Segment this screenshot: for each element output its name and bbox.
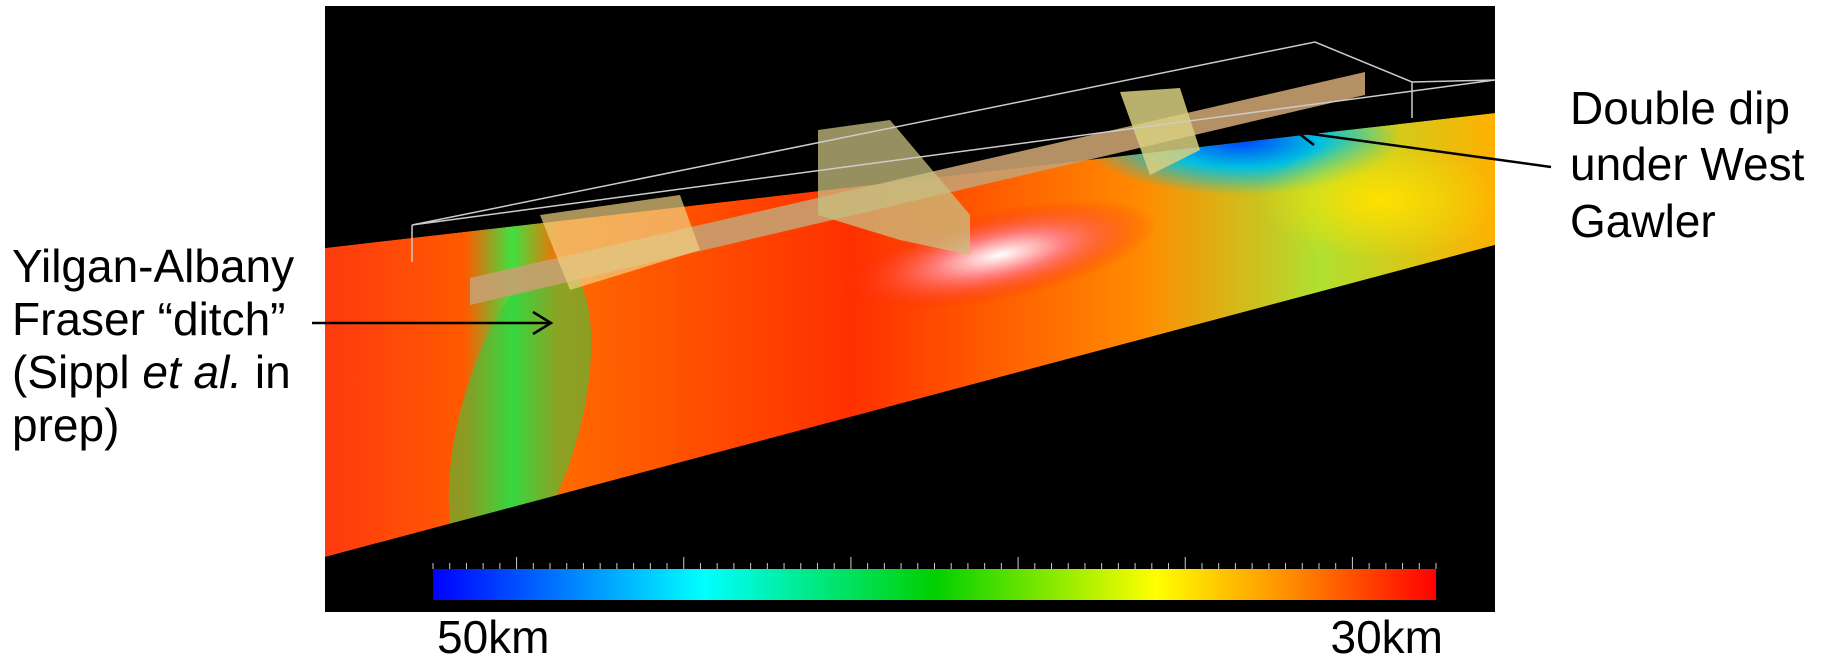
annotation-line: Yilgan-Albany: [12, 240, 294, 292]
annotation-line: Fraser “ditch”: [12, 293, 285, 345]
annotation-part: (Sippl: [12, 346, 142, 398]
annotation-part: in: [242, 346, 291, 398]
annotation-line: (Sippl et al. in: [12, 346, 291, 398]
annotation-line: under West: [1570, 138, 1805, 190]
annotation-italic: et al.: [142, 346, 242, 398]
slide: 50km 30km Yilgan-Albany Fraser “ditch” (…: [0, 0, 1828, 657]
annotation-line: prep): [12, 399, 119, 451]
colorbar-right-label: 30km: [1331, 611, 1443, 657]
colorbar-left-label: 50km: [437, 611, 549, 657]
colorbar: [433, 569, 1436, 600]
annotation-line: Gawler: [1570, 195, 1716, 247]
annotation-line: Double dip: [1570, 82, 1790, 134]
